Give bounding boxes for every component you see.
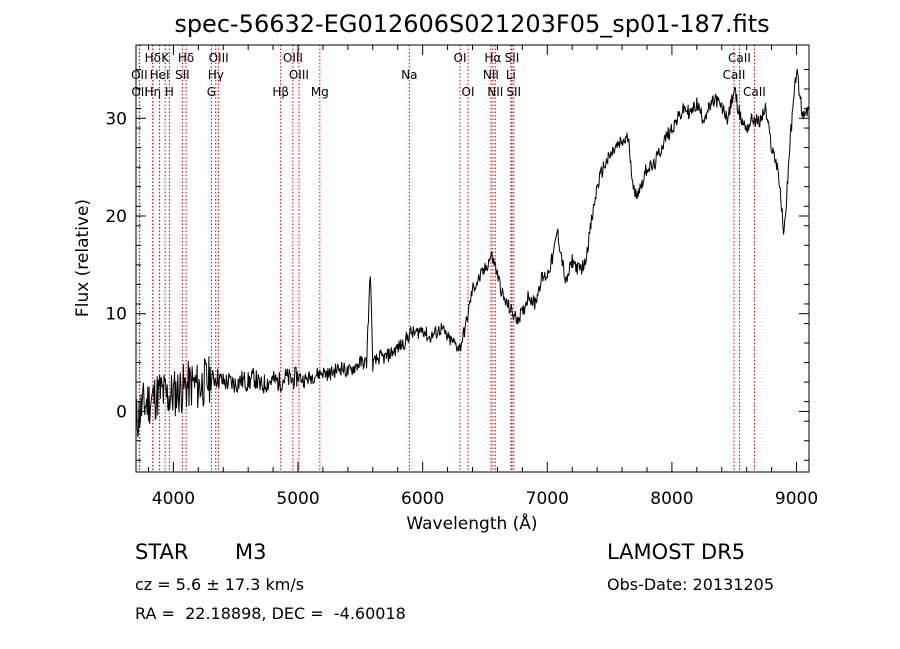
spectral-line-label: Na — [401, 68, 417, 82]
spectral-line-label: HeI — [150, 68, 170, 82]
spectral-line-label: Hβ — [272, 85, 289, 99]
chart-title: spec-56632-EG012606S021203F05_sp01-187.f… — [174, 10, 769, 38]
spectral-line-markers — [138, 45, 755, 472]
spectral-line-label: OIII — [209, 51, 229, 65]
x-tick-label: 4000 — [152, 489, 195, 509]
spectral-line-label: Hδ — [178, 51, 194, 65]
survey-name: LAMOST DR5 — [607, 540, 746, 564]
spectral-line-label: OI — [454, 51, 467, 65]
spectral-line-label: Hη — [145, 85, 162, 99]
object-subclass: M3 — [235, 540, 267, 564]
y-tick-label: 20 — [105, 207, 127, 227]
spectral-line-label: Hδ — [145, 51, 161, 65]
observation-date: Obs-Date: 20131205 — [607, 575, 775, 594]
spectrum-series-line — [135, 68, 810, 437]
object-class: STAR — [135, 540, 189, 564]
coordinates: RA = 22.18898, DEC = -4.60018 — [135, 604, 406, 623]
y-tick-label: 30 — [105, 109, 127, 129]
spectral-line-label: NII — [487, 85, 503, 99]
spectral-line-label: SII — [175, 68, 190, 82]
y-tick-label: 10 — [105, 305, 127, 325]
x-tick-label: 6000 — [401, 489, 444, 509]
spectral-line-label: OIII — [283, 51, 303, 65]
spectral-line-label: OII — [131, 68, 148, 82]
x-tick-label: 8000 — [650, 489, 693, 509]
spectral-line-label: Hγ — [208, 68, 224, 82]
y-axis-ticks: 0 10 20 30 — [105, 68, 809, 461]
spectral-line-label: NII — [483, 68, 499, 82]
spectral-line-label: SII — [506, 85, 521, 99]
spectral-line-label: SII — [505, 51, 520, 65]
spectral-line-label: H — [165, 85, 174, 99]
x-axis-label: Wavelength (Å) — [406, 512, 537, 534]
spectral-line-label: OII — [131, 85, 148, 99]
x-tick-label: 7000 — [526, 489, 569, 509]
y-tick-label: 0 — [116, 402, 127, 422]
spectral-line-label: OI — [462, 85, 475, 99]
x-tick-label: 5000 — [276, 489, 319, 509]
x-axis-ticks: 4000 5000 6000 7000 8000 9000 — [147, 45, 818, 509]
spectral-line-label: K — [161, 51, 170, 65]
x-tick-label: 9000 — [775, 489, 818, 509]
spectral-line-label: CaII — [723, 68, 746, 82]
spectral-line-label: G — [207, 85, 216, 99]
spectral-line-label: CaII — [728, 51, 751, 65]
spectral-line-label: OIII — [289, 68, 309, 82]
spectral-line-label: Li — [506, 68, 516, 82]
spectral-line-label: Hα — [484, 51, 501, 65]
redshift-cz: cz = 5.6 ± 17.3 km/s — [135, 575, 305, 594]
spectral-line-label: CaII — [743, 85, 766, 99]
spectral-line-label: Mg — [311, 85, 329, 99]
y-axis-label: Flux (relative) — [73, 199, 93, 317]
